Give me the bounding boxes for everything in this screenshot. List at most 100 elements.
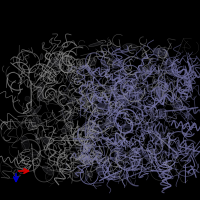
- Polygon shape: [146, 85, 151, 91]
- Polygon shape: [21, 136, 29, 150]
- Polygon shape: [123, 69, 127, 76]
- Polygon shape: [106, 109, 119, 113]
- Polygon shape: [96, 165, 104, 175]
- Polygon shape: [132, 74, 147, 79]
- Polygon shape: [85, 127, 91, 137]
- Polygon shape: [104, 87, 117, 95]
- Polygon shape: [43, 137, 50, 145]
- Polygon shape: [140, 90, 146, 95]
- Polygon shape: [159, 110, 162, 118]
- Polygon shape: [31, 117, 39, 126]
- Polygon shape: [154, 48, 160, 54]
- Polygon shape: [163, 67, 173, 75]
- Polygon shape: [168, 69, 177, 75]
- Polygon shape: [129, 148, 138, 156]
- Polygon shape: [113, 47, 123, 53]
- Polygon shape: [60, 91, 65, 96]
- Polygon shape: [104, 117, 116, 127]
- Polygon shape: [135, 90, 141, 101]
- Polygon shape: [142, 149, 148, 161]
- Polygon shape: [62, 88, 68, 103]
- Polygon shape: [35, 133, 40, 144]
- Polygon shape: [95, 148, 99, 158]
- Polygon shape: [137, 98, 141, 110]
- Polygon shape: [78, 99, 89, 107]
- Polygon shape: [145, 65, 152, 76]
- Polygon shape: [161, 171, 170, 176]
- Polygon shape: [123, 174, 128, 180]
- Polygon shape: [102, 157, 109, 162]
- Polygon shape: [162, 60, 174, 65]
- Polygon shape: [25, 96, 31, 102]
- Polygon shape: [65, 66, 78, 71]
- Polygon shape: [31, 108, 35, 115]
- Polygon shape: [97, 103, 108, 110]
- Polygon shape: [153, 79, 159, 84]
- Polygon shape: [159, 78, 169, 88]
- Polygon shape: [53, 68, 61, 73]
- Polygon shape: [156, 89, 163, 100]
- Polygon shape: [112, 80, 117, 89]
- Polygon shape: [60, 111, 65, 116]
- Polygon shape: [123, 44, 138, 51]
- Polygon shape: [91, 90, 95, 103]
- Polygon shape: [101, 59, 110, 71]
- Polygon shape: [116, 96, 123, 99]
- Polygon shape: [48, 59, 62, 66]
- Polygon shape: [185, 113, 192, 120]
- Polygon shape: [120, 77, 125, 81]
- Polygon shape: [85, 142, 92, 151]
- Polygon shape: [70, 151, 80, 160]
- Polygon shape: [182, 78, 186, 82]
- Polygon shape: [122, 124, 131, 128]
- Polygon shape: [131, 80, 138, 87]
- Polygon shape: [186, 66, 194, 80]
- Polygon shape: [187, 156, 191, 162]
- Polygon shape: [88, 58, 96, 66]
- Polygon shape: [154, 86, 166, 93]
- Polygon shape: [154, 48, 166, 56]
- Polygon shape: [67, 107, 74, 119]
- Polygon shape: [92, 135, 98, 140]
- Polygon shape: [160, 109, 167, 117]
- Polygon shape: [160, 137, 166, 144]
- Polygon shape: [81, 121, 91, 131]
- Polygon shape: [103, 85, 106, 99]
- Polygon shape: [172, 148, 178, 159]
- Polygon shape: [26, 151, 40, 157]
- Polygon shape: [42, 166, 53, 175]
- Polygon shape: [74, 171, 80, 177]
- Polygon shape: [123, 94, 129, 100]
- Polygon shape: [85, 152, 90, 160]
- Polygon shape: [114, 147, 124, 154]
- Polygon shape: [134, 159, 140, 164]
- Polygon shape: [28, 123, 35, 129]
- Polygon shape: [74, 75, 82, 79]
- Polygon shape: [120, 93, 134, 104]
- Polygon shape: [107, 87, 116, 91]
- Polygon shape: [80, 98, 86, 106]
- Polygon shape: [114, 73, 126, 78]
- Polygon shape: [112, 58, 121, 68]
- Polygon shape: [37, 89, 44, 101]
- Polygon shape: [183, 153, 199, 156]
- Polygon shape: [135, 150, 143, 158]
- Polygon shape: [147, 63, 156, 73]
- Polygon shape: [40, 54, 43, 60]
- Polygon shape: [107, 173, 118, 180]
- Polygon shape: [172, 101, 183, 109]
- Polygon shape: [114, 152, 120, 160]
- Polygon shape: [184, 80, 189, 86]
- Polygon shape: [67, 69, 71, 72]
- Polygon shape: [37, 82, 44, 92]
- Polygon shape: [138, 66, 144, 73]
- Polygon shape: [163, 95, 172, 100]
- Polygon shape: [89, 42, 103, 47]
- Polygon shape: [60, 57, 67, 66]
- Polygon shape: [102, 61, 115, 67]
- Polygon shape: [153, 132, 165, 139]
- Polygon shape: [36, 117, 44, 127]
- Polygon shape: [82, 153, 89, 164]
- Polygon shape: [148, 149, 157, 163]
- Polygon shape: [83, 161, 90, 165]
